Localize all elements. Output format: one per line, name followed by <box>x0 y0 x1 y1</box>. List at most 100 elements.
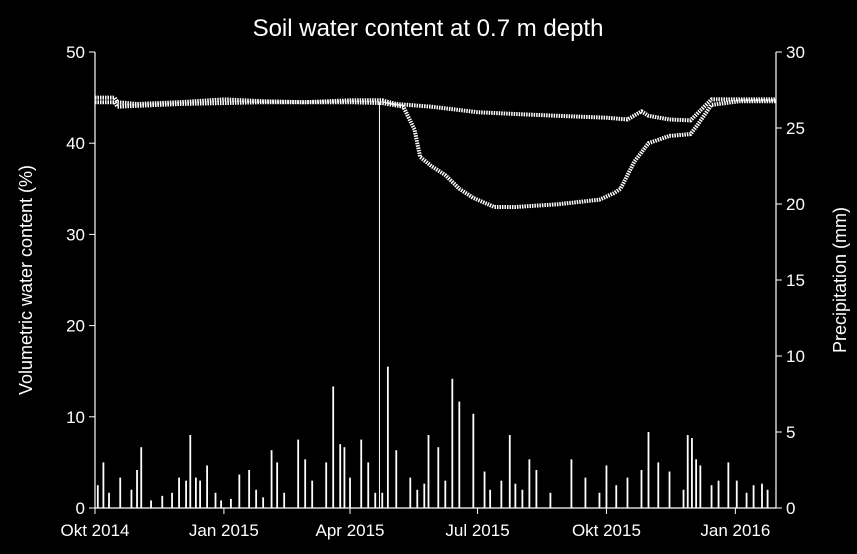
precip-bar <box>178 477 180 508</box>
precip-bar <box>691 438 693 508</box>
precip-bar <box>349 477 351 508</box>
precip-bar <box>248 470 251 508</box>
precip-bar <box>130 489 133 508</box>
x-tick-label: Jan 2016 <box>700 521 770 540</box>
precip-bar <box>699 465 702 508</box>
precip-bar <box>668 471 671 508</box>
precip-bar <box>514 483 517 508</box>
y2-tick-label: 5 <box>786 423 795 442</box>
y2-tick-label: 25 <box>786 119 805 138</box>
precip-bar <box>255 489 258 508</box>
precip-bar <box>409 477 412 508</box>
precip-bar <box>508 435 511 508</box>
precip-bar <box>189 435 192 508</box>
y2-tick-label: 20 <box>786 195 805 214</box>
y-tick-label: 30 <box>66 225 85 244</box>
precip-bar <box>584 477 587 508</box>
y-axis-label: Volumetric water content (%) <box>16 165 36 395</box>
precip-bar <box>444 480 447 508</box>
precip-bar <box>262 497 265 508</box>
precip-bar <box>657 462 660 508</box>
precip-bar <box>647 432 650 508</box>
precip-bar <box>483 471 486 508</box>
precip-bar <box>339 444 342 508</box>
precip-bar <box>194 477 197 508</box>
y2-axis-label: Precipitation (mm) <box>830 207 850 353</box>
precip-bar <box>528 459 531 508</box>
precip-bar <box>108 492 110 508</box>
precip-bar <box>140 447 143 508</box>
precip-bar <box>136 470 138 508</box>
precip-bar <box>626 477 629 508</box>
precip-bar <box>360 439 363 508</box>
precip-bar <box>549 492 552 508</box>
precip-bar <box>238 474 241 508</box>
precip-bar <box>96 485 99 508</box>
y2-tick-label: 0 <box>786 499 795 518</box>
x-tick-label: Apr 2015 <box>316 521 385 540</box>
x-tick-label: Okt 2014 <box>61 521 130 540</box>
precip-bar <box>451 378 454 508</box>
precip-bar <box>185 480 187 508</box>
soil-water-line-1 <box>95 95 776 123</box>
precip-bar <box>598 492 601 508</box>
precip-bar <box>416 489 419 508</box>
precip-bar <box>386 366 389 508</box>
precip-bar <box>304 459 307 508</box>
x-tick-label: Jan 2015 <box>189 521 259 540</box>
precip-bar <box>710 485 713 508</box>
plot-area: 0 10 20 30 40 50 0 5 10 15 20 25 30 Okt 2014 Jan 2015 A… <box>61 43 805 540</box>
x-tick-label: Okt 2015 <box>572 521 641 540</box>
precip-bar <box>735 480 738 508</box>
y-tick-label: 10 <box>66 408 85 427</box>
precip-bar <box>161 495 164 508</box>
precip-bar <box>283 492 286 508</box>
precip-bar <box>343 447 346 508</box>
soil-water-line-2 <box>95 99 776 209</box>
precip-bar <box>695 459 698 508</box>
precip-bar <box>615 485 618 508</box>
precip-bar <box>458 401 461 508</box>
precip-bar <box>367 462 370 508</box>
x-tick-label: Jul 2015 <box>445 521 509 540</box>
precip-bar <box>766 489 769 508</box>
precip-bar <box>745 492 748 508</box>
precip-bar <box>717 480 720 508</box>
y2-tick-label: 15 <box>786 271 805 290</box>
y-tick-label: 0 <box>76 499 85 518</box>
precip-bar <box>535 470 538 508</box>
precip-bar <box>311 480 314 508</box>
precip-bar <box>761 483 763 508</box>
precip-bar <box>682 489 685 508</box>
precip-bar <box>395 450 398 508</box>
precip-bar <box>500 480 503 508</box>
y-tick-label: 20 <box>66 317 85 336</box>
precip-bar <box>640 470 643 508</box>
precip-bar <box>437 447 440 508</box>
precip-bar <box>325 462 328 508</box>
precip-bar <box>276 462 279 508</box>
precip-bar <box>727 462 730 508</box>
precip-bar <box>199 480 201 508</box>
y2-tick-label: 10 <box>786 347 805 366</box>
precip-bar <box>150 500 152 508</box>
precip-bar <box>570 459 573 508</box>
precip-bar <box>297 439 300 508</box>
precip-bar <box>214 492 217 508</box>
precip-bar <box>472 413 475 508</box>
precip-bar <box>686 435 689 508</box>
precip-bar <box>119 477 122 508</box>
precip-bar <box>220 500 223 508</box>
precip-bar <box>102 462 105 508</box>
precip-bar <box>206 465 208 508</box>
y2-tick-label: 30 <box>786 43 805 62</box>
precip-bar <box>521 489 524 508</box>
chart-title: Soil water content at 0.7 m depth <box>253 15 604 42</box>
precip-bar <box>605 465 608 508</box>
precip-bar <box>270 450 273 508</box>
precip-bar <box>171 492 173 508</box>
precip-bar <box>489 489 492 508</box>
precip-bar <box>381 492 384 508</box>
precip-bar <box>423 483 426 508</box>
